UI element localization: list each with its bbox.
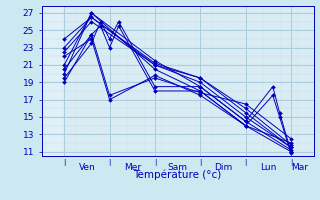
Text: Mer: Mer	[124, 163, 141, 172]
Text: Mar: Mar	[292, 163, 308, 172]
Text: |: |	[290, 159, 292, 166]
Text: Lun: Lun	[260, 163, 276, 172]
Text: Ven: Ven	[78, 163, 95, 172]
Text: |: |	[154, 159, 156, 166]
Text: Sam: Sam	[168, 163, 188, 172]
Text: |: |	[63, 159, 66, 166]
Text: |: |	[244, 159, 247, 166]
X-axis label: Température (°c): Température (°c)	[133, 170, 222, 180]
Text: |: |	[108, 159, 111, 166]
Text: |: |	[199, 159, 202, 166]
Text: Dim: Dim	[214, 163, 232, 172]
